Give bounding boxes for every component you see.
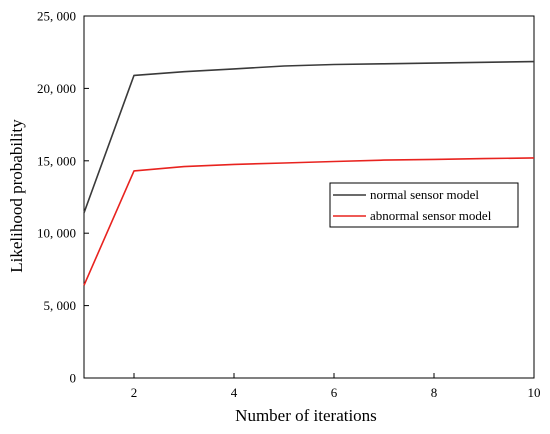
series-layer — [83, 60, 535, 286]
x-tick-label: 2 — [131, 385, 138, 400]
legend-label-abnormal-sensor-model: abnormal sensor model — [370, 208, 492, 223]
plot-frame — [83, 15, 535, 379]
y-tick-label: 20, 000 — [37, 81, 76, 96]
x-axis-title: Number of iterations — [235, 406, 377, 425]
legend-label-normal-sensor-model: normal sensor model — [370, 187, 479, 202]
legend: normal sensor model abnormal sensor mode… — [329, 182, 519, 228]
y-tick-label: 10, 000 — [37, 226, 76, 241]
y-tick-label: 0 — [70, 371, 77, 386]
y-axis-ticks: 0 5, 000 10, 000 15, 000 20, 000 25, 000 — [37, 9, 89, 386]
y-tick-label: 5, 000 — [44, 298, 77, 313]
legend-box — [329, 182, 519, 228]
x-axis-ticks: 2 4 6 8 10 — [131, 373, 541, 400]
x-tick-label: 10 — [528, 385, 541, 400]
y-tick-label: 15, 000 — [37, 153, 76, 168]
series-line-abnormal-sensor-model — [83, 157, 535, 286]
plot-area — [83, 15, 535, 379]
y-axis-title: Likelihood probability — [7, 119, 26, 273]
x-tick-label: 8 — [431, 385, 438, 400]
series-line-normal-sensor-model — [83, 60, 535, 214]
x-tick-label: 4 — [231, 385, 238, 400]
x-tick-label: 6 — [331, 385, 338, 400]
y-tick-label: 25, 000 — [37, 9, 76, 24]
